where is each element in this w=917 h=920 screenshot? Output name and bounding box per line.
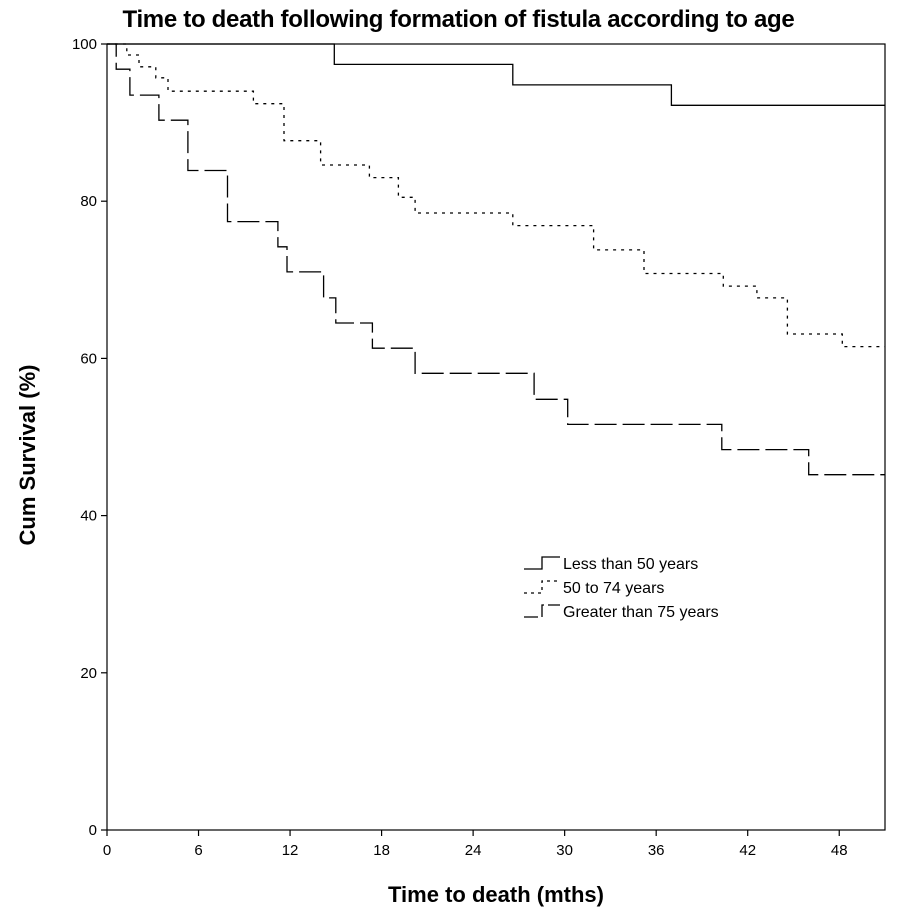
x-tick-label: 12 xyxy=(282,842,299,859)
legend-swatch-3 xyxy=(524,604,560,618)
survival-curve-3 xyxy=(107,43,885,476)
legend-label-3: Greater than 75 years xyxy=(563,604,719,621)
legend-label-1: Less than 50 years xyxy=(563,556,698,573)
x-tick-label: 48 xyxy=(831,842,848,859)
x-tick-label: 0 xyxy=(103,842,111,859)
y-tick-label: 20 xyxy=(80,665,97,682)
x-axis-label: Time to death (mths) xyxy=(388,882,604,907)
survival-curve-2 xyxy=(107,43,885,348)
x-tick-label: 24 xyxy=(465,842,482,859)
x-tick-label: 18 xyxy=(373,842,390,859)
survival-curve-1 xyxy=(107,43,885,106)
x-tick-label: 36 xyxy=(648,842,665,859)
legend-swatch-2 xyxy=(524,580,560,594)
y-tick-label: 100 xyxy=(72,36,97,53)
x-tick-label: 6 xyxy=(194,842,202,859)
y-tick-label: 80 xyxy=(80,193,97,210)
plot-frame xyxy=(106,43,886,831)
legend-label-2: 50 to 74 years xyxy=(563,580,664,597)
x-tick-label: 30 xyxy=(556,842,573,859)
y-tick-label: 60 xyxy=(80,350,97,367)
chart-title: Time to death following formation of fis… xyxy=(122,6,795,33)
y-tick-label: 40 xyxy=(80,508,97,525)
x-tick-label: 42 xyxy=(739,842,756,859)
legend-swatch-1 xyxy=(524,556,560,570)
y-tick-label: 0 xyxy=(89,822,97,839)
